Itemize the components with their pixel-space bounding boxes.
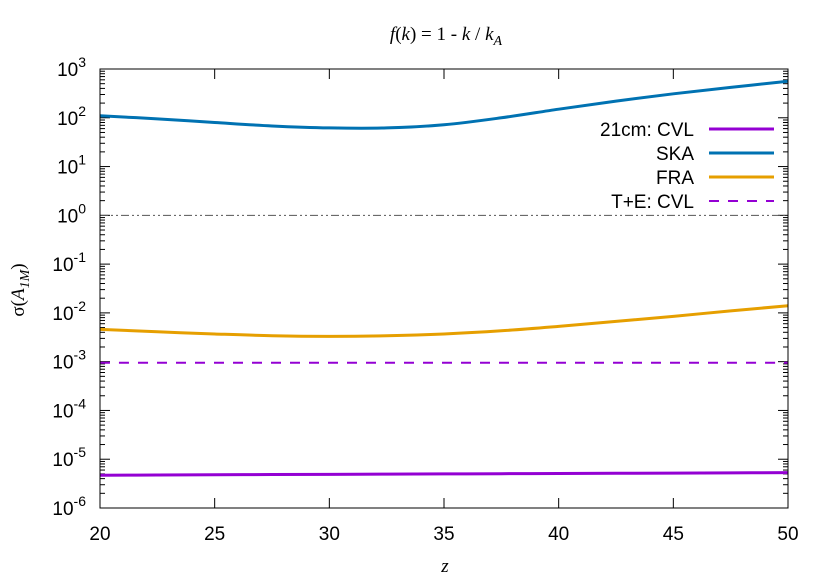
y-axis-label: σ(A1M)	[8, 263, 33, 316]
legend-label: 21cm: CVL	[600, 120, 694, 141]
y-tick-label: 10-1	[52, 249, 86, 276]
legend-label: SKA	[656, 144, 694, 165]
y-tick-label: 102	[57, 103, 86, 130]
chart-title: f(k) = 1 - k / kA	[390, 24, 503, 49]
y-tick-label: 100	[57, 200, 86, 227]
series-line-fra	[99, 304, 789, 338]
y-tick-label: 103	[57, 54, 86, 81]
x-axis-label: z	[440, 556, 449, 577]
y-tick-label: 10-5	[52, 444, 86, 471]
y-tick-label: 10-2	[52, 298, 86, 325]
plot-area: 103 102 101 100 10-1 10-2 10-3 10-4 10-5 10-620 25…	[52, 54, 798, 545]
x-tick-label: 25	[204, 524, 225, 545]
x-tick-label: 50	[777, 524, 798, 545]
x-tick-label: 35	[433, 524, 454, 545]
series-line-21cm-cvl	[99, 471, 789, 477]
series-line-ska	[99, 79, 789, 130]
x-tick-label: 40	[548, 524, 569, 545]
y-tick-label: 10-3	[52, 347, 86, 374]
x-tick-label: 30	[319, 524, 340, 545]
legend: 21cm: CVL SKA FRA T+E: CVL	[600, 120, 774, 213]
x-tick-label: 20	[89, 524, 110, 545]
y-tick-label: 10-6	[52, 493, 86, 520]
plot-frame	[99, 68, 789, 509]
y-tick-label: 10-4	[52, 395, 86, 422]
x-tick-label: 45	[663, 524, 684, 545]
legend-label: T+E: CVL	[611, 192, 694, 213]
y-tick-label: 101	[57, 152, 86, 179]
legend-label: FRA	[656, 168, 694, 189]
